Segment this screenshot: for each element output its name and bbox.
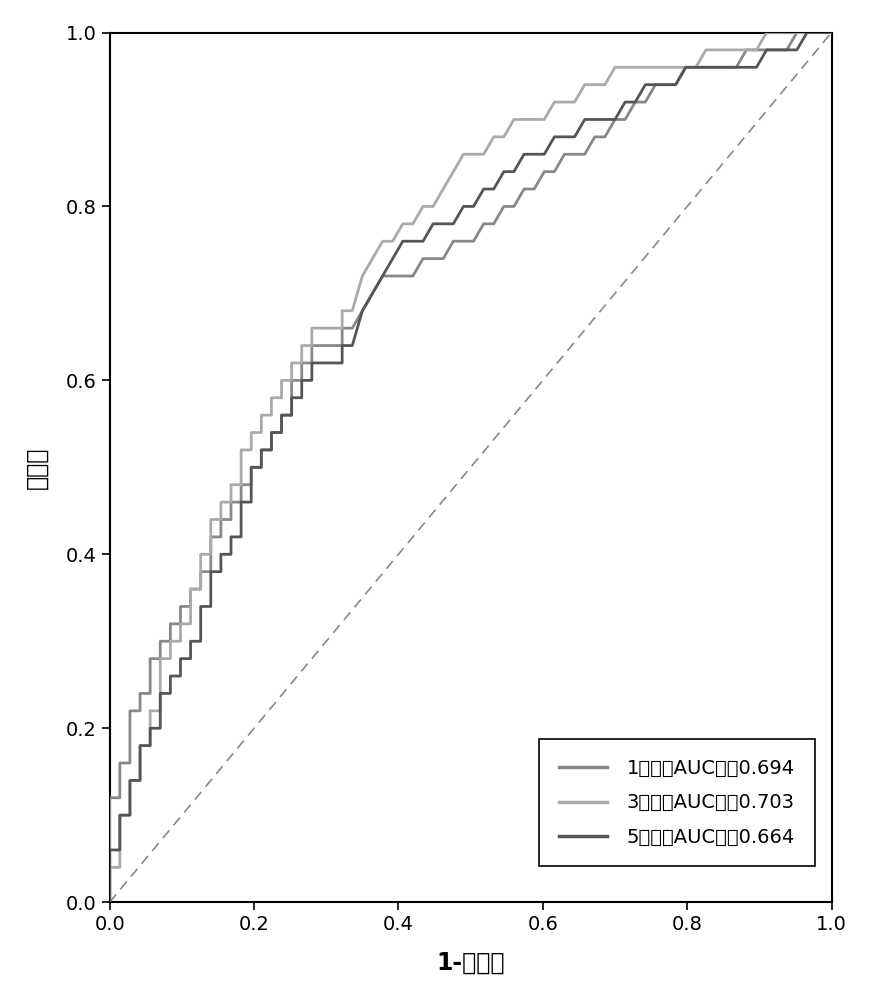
Y-axis label: 敏感度: 敏感度 <box>25 446 49 489</box>
Legend: 1年生存AUC值：0.694, 3年生存AUC值：0.703, 5年生存AUC值：0.664: 1年生存AUC值：0.694, 3年生存AUC值：0.703, 5年生存AUC值… <box>540 739 814 866</box>
X-axis label: 1-特异性: 1-特异性 <box>436 951 505 975</box>
